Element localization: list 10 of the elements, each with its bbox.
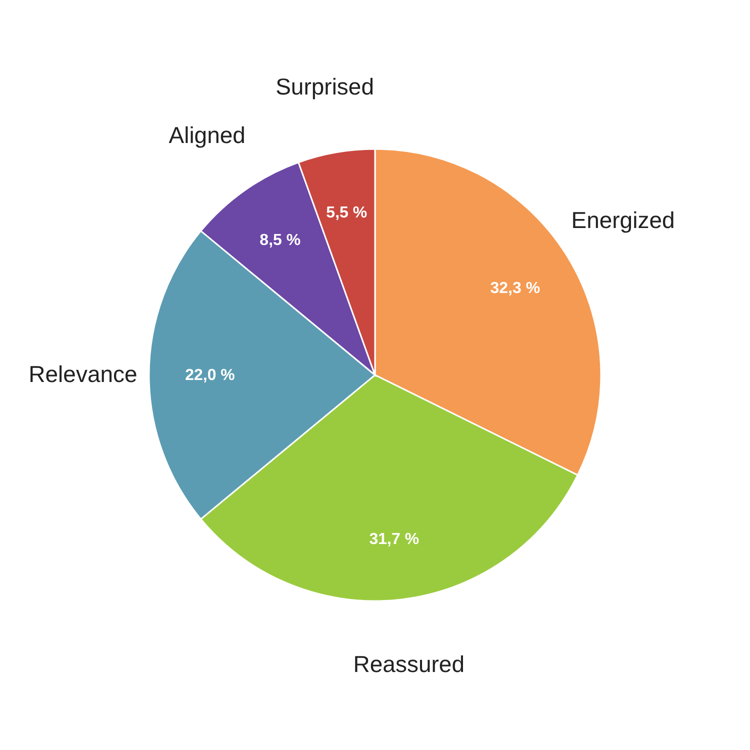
- slice-label: Surprised: [276, 73, 374, 100]
- slice-label: Reassured: [353, 651, 464, 678]
- data-label: 22,0 %: [185, 367, 235, 384]
- data-label: 8,5 %: [260, 232, 301, 250]
- data-label: 32,3 %: [490, 280, 540, 297]
- data-label: 5,5 %: [326, 204, 368, 222]
- slice-label: Energized: [571, 206, 675, 233]
- data-label: 31,7 %: [369, 530, 420, 548]
- slice-label: Relevance: [28, 361, 138, 387]
- slice-label: Aligned: [168, 122, 246, 148]
